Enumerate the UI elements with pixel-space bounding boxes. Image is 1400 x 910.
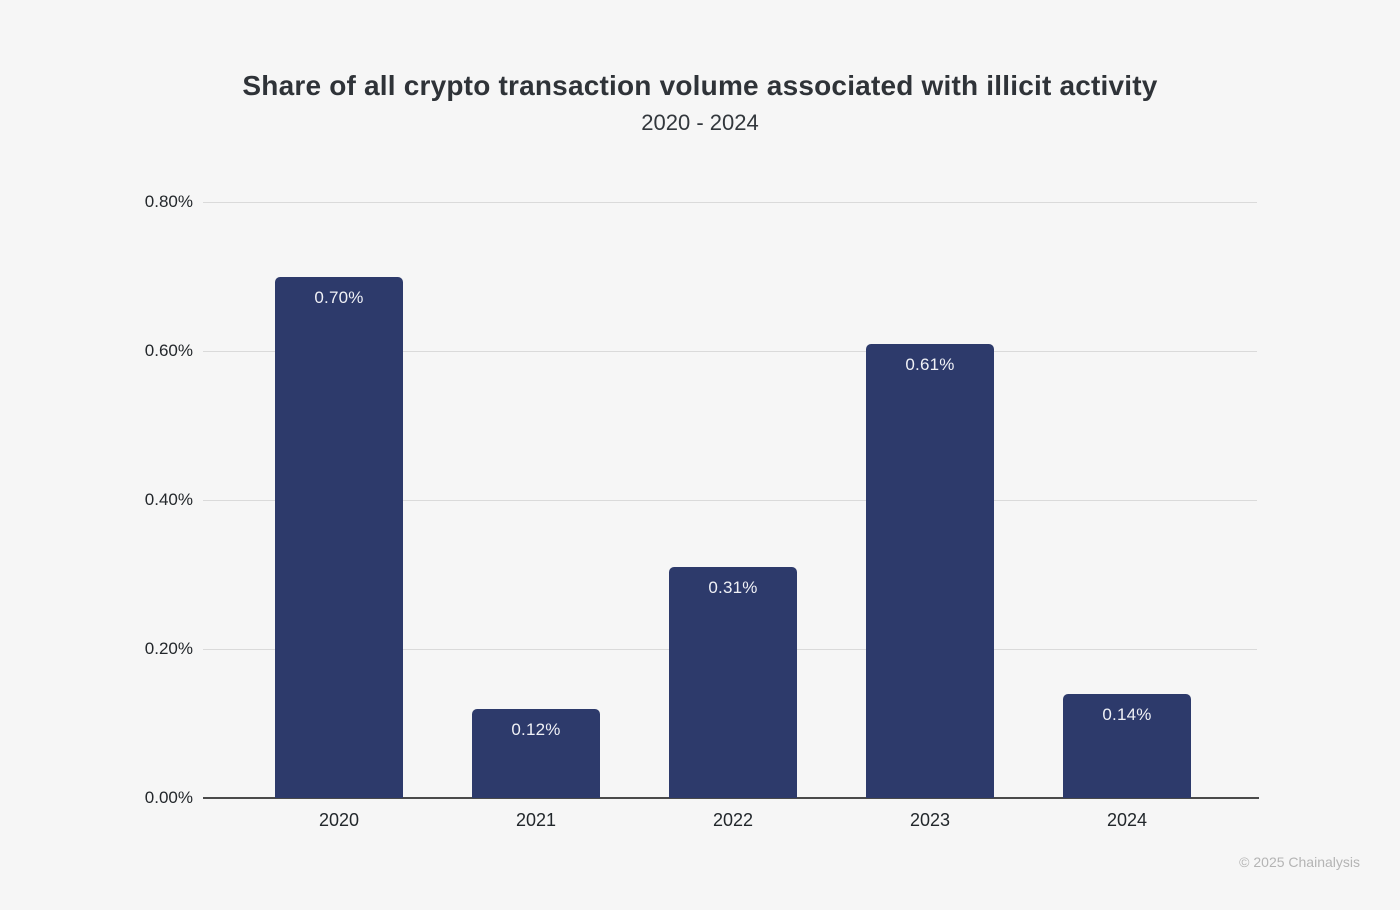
chart-title: Share of all crypto transaction volume a… (242, 70, 1158, 101)
bar-value-label: 0.70% (314, 287, 364, 307)
bar-value-label: 0.12% (511, 719, 561, 739)
bar-value-label: 0.31% (708, 578, 758, 598)
bar-2020: 0.70% (275, 276, 403, 798)
x-tick-label: 2023 (909, 810, 951, 830)
x-tick-label: 2020 (318, 810, 360, 830)
y-tick-label: 0.00% (144, 788, 193, 807)
y-tick-label: 0.40% (144, 490, 193, 509)
bar-2021: 0.12% (472, 708, 600, 798)
gridline-0.40% (203, 500, 1257, 501)
bar-value-label: 0.14% (1102, 704, 1152, 724)
x-tick-label: 2022 (712, 810, 754, 830)
attribution: © 2025 Chainalysis (1239, 854, 1360, 870)
y-tick-label: 0.60% (144, 341, 193, 360)
bar-2023: 0.61% (866, 343, 994, 798)
bar-2024: 0.14% (1063, 693, 1191, 798)
bar-value-label: 0.61% (905, 354, 955, 374)
x-axis-line (203, 797, 1259, 799)
x-tick-label: 2021 (515, 810, 557, 830)
y-tick-label: 0.20% (144, 639, 193, 658)
bar-2022: 0.31% (669, 567, 797, 798)
x-tick-label: 2024 (1106, 810, 1148, 830)
gridline-0.80% (203, 202, 1257, 203)
chart-subtitle: 2020 - 2024 (641, 110, 759, 135)
gridline-0.60% (203, 351, 1257, 352)
y-tick-label: 0.80% (144, 192, 193, 211)
